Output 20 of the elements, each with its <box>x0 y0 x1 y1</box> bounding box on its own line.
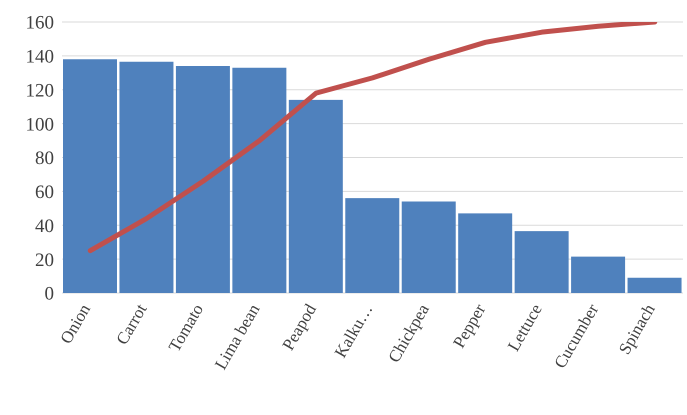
y-tick-label: 60 <box>35 182 54 204</box>
bar <box>458 213 512 293</box>
bar <box>571 256 626 293</box>
bar <box>514 231 569 293</box>
y-tick-label: 20 <box>35 250 54 271</box>
y-tick-label: 140 <box>26 46 54 68</box>
y-tick-label: 120 <box>26 80 54 102</box>
bar <box>63 59 117 293</box>
y-tick-label: 0 <box>44 284 54 305</box>
bar <box>628 278 682 293</box>
bar <box>119 62 174 293</box>
bar <box>232 68 286 293</box>
y-tick-label: 160 <box>26 12 54 34</box>
bar <box>288 100 343 293</box>
y-tick-label: 80 <box>35 148 54 170</box>
bar <box>402 202 456 293</box>
y-tick-label: 100 <box>26 114 54 136</box>
bar <box>345 198 400 293</box>
bar <box>176 66 230 293</box>
y-tick-label: 40 <box>35 216 54 237</box>
